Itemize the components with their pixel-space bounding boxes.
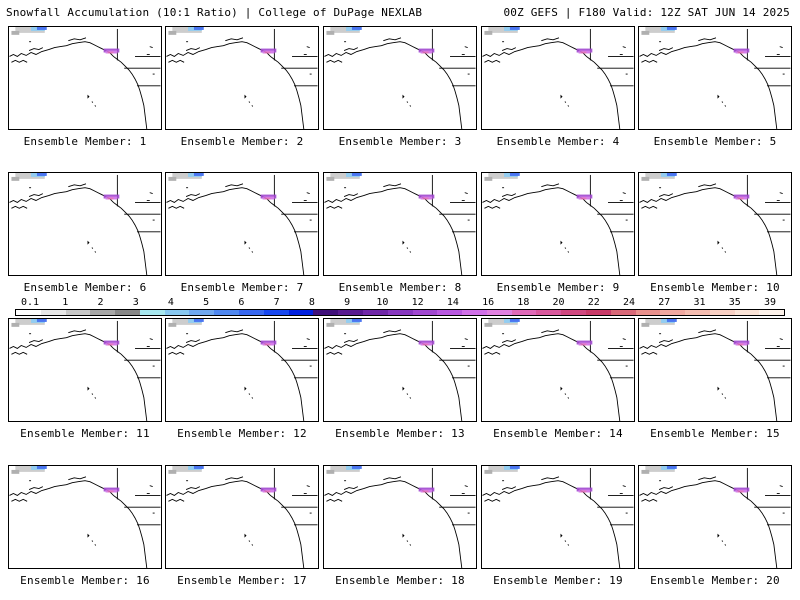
panel-caption: Ensemble Member: 10 bbox=[650, 281, 780, 294]
map-panel bbox=[8, 26, 162, 130]
colorbar-swatch bbox=[685, 310, 710, 315]
colorbar-swatch bbox=[239, 310, 264, 315]
map-panel bbox=[638, 465, 792, 569]
title-left: Snowfall Accumulation (10:1 Ratio) | Col… bbox=[6, 6, 423, 19]
colorbar-swatch bbox=[759, 310, 785, 315]
map-panel bbox=[165, 318, 319, 422]
colorbar-swatch bbox=[412, 310, 438, 315]
colorbar-swatch bbox=[610, 310, 636, 315]
colorbar-swatch bbox=[164, 310, 190, 315]
colorbar-label: 14 bbox=[446, 297, 459, 308]
colorbar-swatch bbox=[511, 310, 537, 315]
panel-caption: Ensemble Member: 1 bbox=[23, 135, 147, 148]
colorbar-swatch bbox=[214, 310, 240, 315]
colorbar: 0.1 1 2 3 4 5 6 7 8 9 10 12 14 16 18 20 22 24 27 31 35 39 bbox=[15, 297, 785, 319]
colorbar-label: 9 bbox=[344, 297, 351, 308]
panel-caption: Ensemble Member: 20 bbox=[650, 574, 780, 587]
colorbar-swatch bbox=[437, 310, 463, 315]
colorbar-label: 22 bbox=[587, 297, 600, 308]
colorbar-strip bbox=[15, 309, 785, 316]
panel-caption: Ensemble Member: 16 bbox=[20, 574, 150, 587]
colorbar-swatch bbox=[40, 310, 66, 315]
panel-caption: Ensemble Member: 5 bbox=[653, 135, 777, 148]
map-panel bbox=[481, 318, 635, 422]
map-panel bbox=[481, 26, 635, 130]
colorbar-label: 16 bbox=[482, 297, 495, 308]
colorbar-label: 6 bbox=[238, 297, 245, 308]
map-panel bbox=[638, 26, 792, 130]
map-panel bbox=[8, 172, 162, 276]
colorbar-swatch bbox=[90, 310, 116, 315]
panel-caption: Ensemble Member: 2 bbox=[180, 135, 304, 148]
panel-caption: Ensemble Member: 3 bbox=[338, 135, 462, 148]
map-panel bbox=[481, 172, 635, 276]
colorbar-swatch bbox=[65, 310, 91, 315]
map-panel bbox=[323, 172, 477, 276]
map-panel bbox=[323, 318, 477, 422]
map-panel bbox=[323, 465, 477, 569]
panel-caption: Ensemble Member: 15 bbox=[650, 427, 780, 440]
colorbar-label: 10 bbox=[376, 297, 389, 308]
colorbar-swatch bbox=[115, 310, 140, 315]
map-panel bbox=[481, 465, 635, 569]
colorbar-label: 12 bbox=[411, 297, 424, 308]
colorbar-label: 20 bbox=[552, 297, 565, 308]
panel-caption: Ensemble Member: 8 bbox=[338, 281, 462, 294]
colorbar-swatch bbox=[338, 310, 363, 315]
colorbar-label: 24 bbox=[623, 297, 636, 308]
colorbar-swatch bbox=[462, 310, 487, 315]
colorbar-swatch bbox=[660, 310, 686, 315]
colorbar-swatch bbox=[16, 310, 41, 315]
panel-caption: Ensemble Member: 6 bbox=[23, 281, 147, 294]
colorbar-swatch bbox=[263, 310, 289, 315]
colorbar-label: 4 bbox=[167, 297, 174, 308]
map-panel bbox=[638, 172, 792, 276]
panel-caption: Ensemble Member: 9 bbox=[496, 281, 620, 294]
colorbar-swatch bbox=[561, 310, 586, 315]
map-panel bbox=[8, 318, 162, 422]
colorbar-swatch bbox=[635, 310, 661, 315]
map-panel bbox=[165, 26, 319, 130]
colorbar-swatch bbox=[536, 310, 562, 315]
colorbar-swatch bbox=[709, 310, 735, 315]
colorbar-label: 31 bbox=[693, 297, 706, 308]
panel-caption: Ensemble Member: 4 bbox=[496, 135, 620, 148]
colorbar-swatch bbox=[189, 310, 215, 315]
colorbar-label: 1 bbox=[62, 297, 69, 308]
colorbar-swatch bbox=[387, 310, 413, 315]
panel-caption: Ensemble Member: 18 bbox=[335, 574, 465, 587]
colorbar-swatch bbox=[313, 310, 339, 315]
colorbar-swatch bbox=[734, 310, 760, 315]
panel-caption: Ensemble Member: 14 bbox=[493, 427, 623, 440]
map-panel bbox=[8, 465, 162, 569]
colorbar-swatch bbox=[288, 310, 314, 315]
panel-caption: Ensemble Member: 17 bbox=[177, 574, 307, 587]
colorbar-label: 8 bbox=[308, 297, 315, 308]
colorbar-swatch bbox=[362, 310, 388, 315]
colorbar-swatch bbox=[486, 310, 512, 315]
colorbar-label: 3 bbox=[132, 297, 139, 308]
map-panel bbox=[323, 26, 477, 130]
colorbar-label: 2 bbox=[97, 297, 104, 308]
map-panel bbox=[165, 172, 319, 276]
colorbar-label: 7 bbox=[273, 297, 280, 308]
panel-caption: Ensemble Member: 7 bbox=[180, 281, 304, 294]
panel-caption: Ensemble Member: 12 bbox=[177, 427, 307, 440]
colorbar-label: 39 bbox=[763, 297, 777, 308]
colorbar-label: 35 bbox=[728, 297, 741, 308]
colorbar-swatch bbox=[585, 310, 611, 315]
panel-caption: Ensemble Member: 19 bbox=[493, 574, 623, 587]
colorbar-label: 18 bbox=[517, 297, 530, 308]
panel-caption: Ensemble Member: 13 bbox=[335, 427, 465, 440]
map-panel bbox=[165, 465, 319, 569]
panel-caption: Ensemble Member: 11 bbox=[20, 427, 150, 440]
map-panel bbox=[638, 318, 792, 422]
colorbar-label: 27 bbox=[658, 297, 671, 308]
colorbar-label: 5 bbox=[203, 297, 210, 308]
title-right: 00Z GEFS | F180 Valid: 12Z SAT JUN 14 20… bbox=[503, 6, 790, 19]
colorbar-swatch bbox=[139, 310, 165, 315]
colorbar-label: 0.1 bbox=[20, 297, 40, 308]
